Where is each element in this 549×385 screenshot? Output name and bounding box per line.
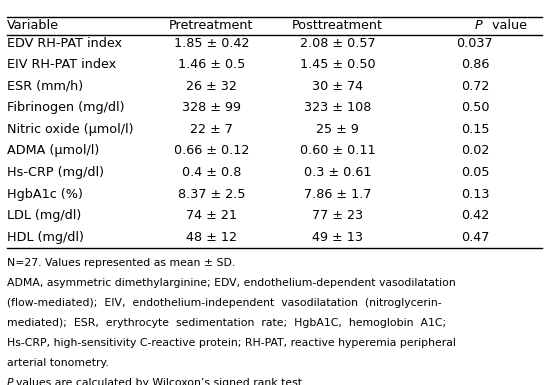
Text: P: P [475,19,483,32]
Text: 1.45 ± 0.50: 1.45 ± 0.50 [300,58,376,71]
Text: 0.3 ± 0.61: 0.3 ± 0.61 [304,166,371,179]
Text: 48 ± 12: 48 ± 12 [186,231,237,244]
Text: 7.86 ± 1.7: 7.86 ± 1.7 [304,187,371,201]
Text: 26 ± 32: 26 ± 32 [186,80,237,93]
Text: Posttreatment: Posttreatment [292,19,383,32]
Text: ADMA (μmol/l): ADMA (μmol/l) [7,144,99,157]
Text: 0.86: 0.86 [461,58,489,71]
Text: 0.50: 0.50 [461,101,489,114]
Text: ADMA, asymmetric dimethylarginine; EDV, endothelium-dependent vasodilatation: ADMA, asymmetric dimethylarginine; EDV, … [7,278,455,288]
Text: 0.60 ± 0.11: 0.60 ± 0.11 [300,144,376,157]
Text: 49 ± 13: 49 ± 13 [312,231,363,244]
Text: values are calculated by Wilcoxon’s signed rank test.: values are calculated by Wilcoxon’s sign… [16,378,306,385]
Text: Fibrinogen (mg/dl): Fibrinogen (mg/dl) [7,101,124,114]
Text: LDL (mg/dl): LDL (mg/dl) [7,209,81,222]
Text: EDV RH-PAT index: EDV RH-PAT index [7,37,121,50]
Text: 0.47: 0.47 [461,231,489,244]
Text: 2.08 ± 0.57: 2.08 ± 0.57 [300,37,376,50]
Text: ESR (mm/h): ESR (mm/h) [7,80,83,93]
Text: mediated);  ESR,  erythrocyte  sedimentation  rate;  HgbA1C,  hemoglobin  A1C;: mediated); ESR, erythrocyte sedimentatio… [7,318,446,328]
Text: 0.15: 0.15 [461,123,489,136]
Text: 323 ± 108: 323 ± 108 [304,101,371,114]
Text: Hs-CRP (mg/dl): Hs-CRP (mg/dl) [7,166,104,179]
Text: N=27. Values represented as mean ± SD.: N=27. Values represented as mean ± SD. [7,258,235,268]
Text: 0.66 ± 0.12: 0.66 ± 0.12 [173,144,249,157]
Text: 0.72: 0.72 [461,80,489,93]
Text: 0.02: 0.02 [461,144,489,157]
Text: Pretreatment: Pretreatment [169,19,254,32]
Text: (flow-mediated);  EIV,  endothelium-independent  vasodilatation  (nitroglycerin-: (flow-mediated); EIV, endothelium-indepe… [7,298,441,308]
Text: 8.37 ± 2.5: 8.37 ± 2.5 [178,187,245,201]
Text: HDL (mg/dl): HDL (mg/dl) [7,231,83,244]
Text: 77 ± 23: 77 ± 23 [312,209,363,222]
Text: 74 ± 21: 74 ± 21 [186,209,237,222]
Text: 25 ± 9: 25 ± 9 [316,123,359,136]
Text: value: value [488,19,526,32]
Text: Hs-CRP, high-sensitivity C-reactive protein; RH-PAT, reactive hyperemia peripher: Hs-CRP, high-sensitivity C-reactive prot… [7,338,456,348]
Text: 0.42: 0.42 [461,209,489,222]
Text: P: P [7,378,13,385]
Text: 0.05: 0.05 [461,166,489,179]
Text: 0.4 ± 0.8: 0.4 ± 0.8 [182,166,241,179]
Text: 1.46 ± 0.5: 1.46 ± 0.5 [178,58,245,71]
Text: EIV RH-PAT index: EIV RH-PAT index [7,58,116,71]
Text: 1.85 ± 0.42: 1.85 ± 0.42 [173,37,249,50]
Text: 0.037: 0.037 [457,37,493,50]
Text: 0.13: 0.13 [461,187,489,201]
Text: HgbA1c (%): HgbA1c (%) [7,187,82,201]
Text: Nitric oxide (μmol/l): Nitric oxide (μmol/l) [7,123,133,136]
Text: 328 ± 99: 328 ± 99 [182,101,241,114]
Text: arterial tonometry.: arterial tonometry. [7,358,108,368]
Text: 30 ± 74: 30 ± 74 [312,80,363,93]
Text: 22 ± 7: 22 ± 7 [190,123,233,136]
Text: Variable: Variable [7,19,59,32]
